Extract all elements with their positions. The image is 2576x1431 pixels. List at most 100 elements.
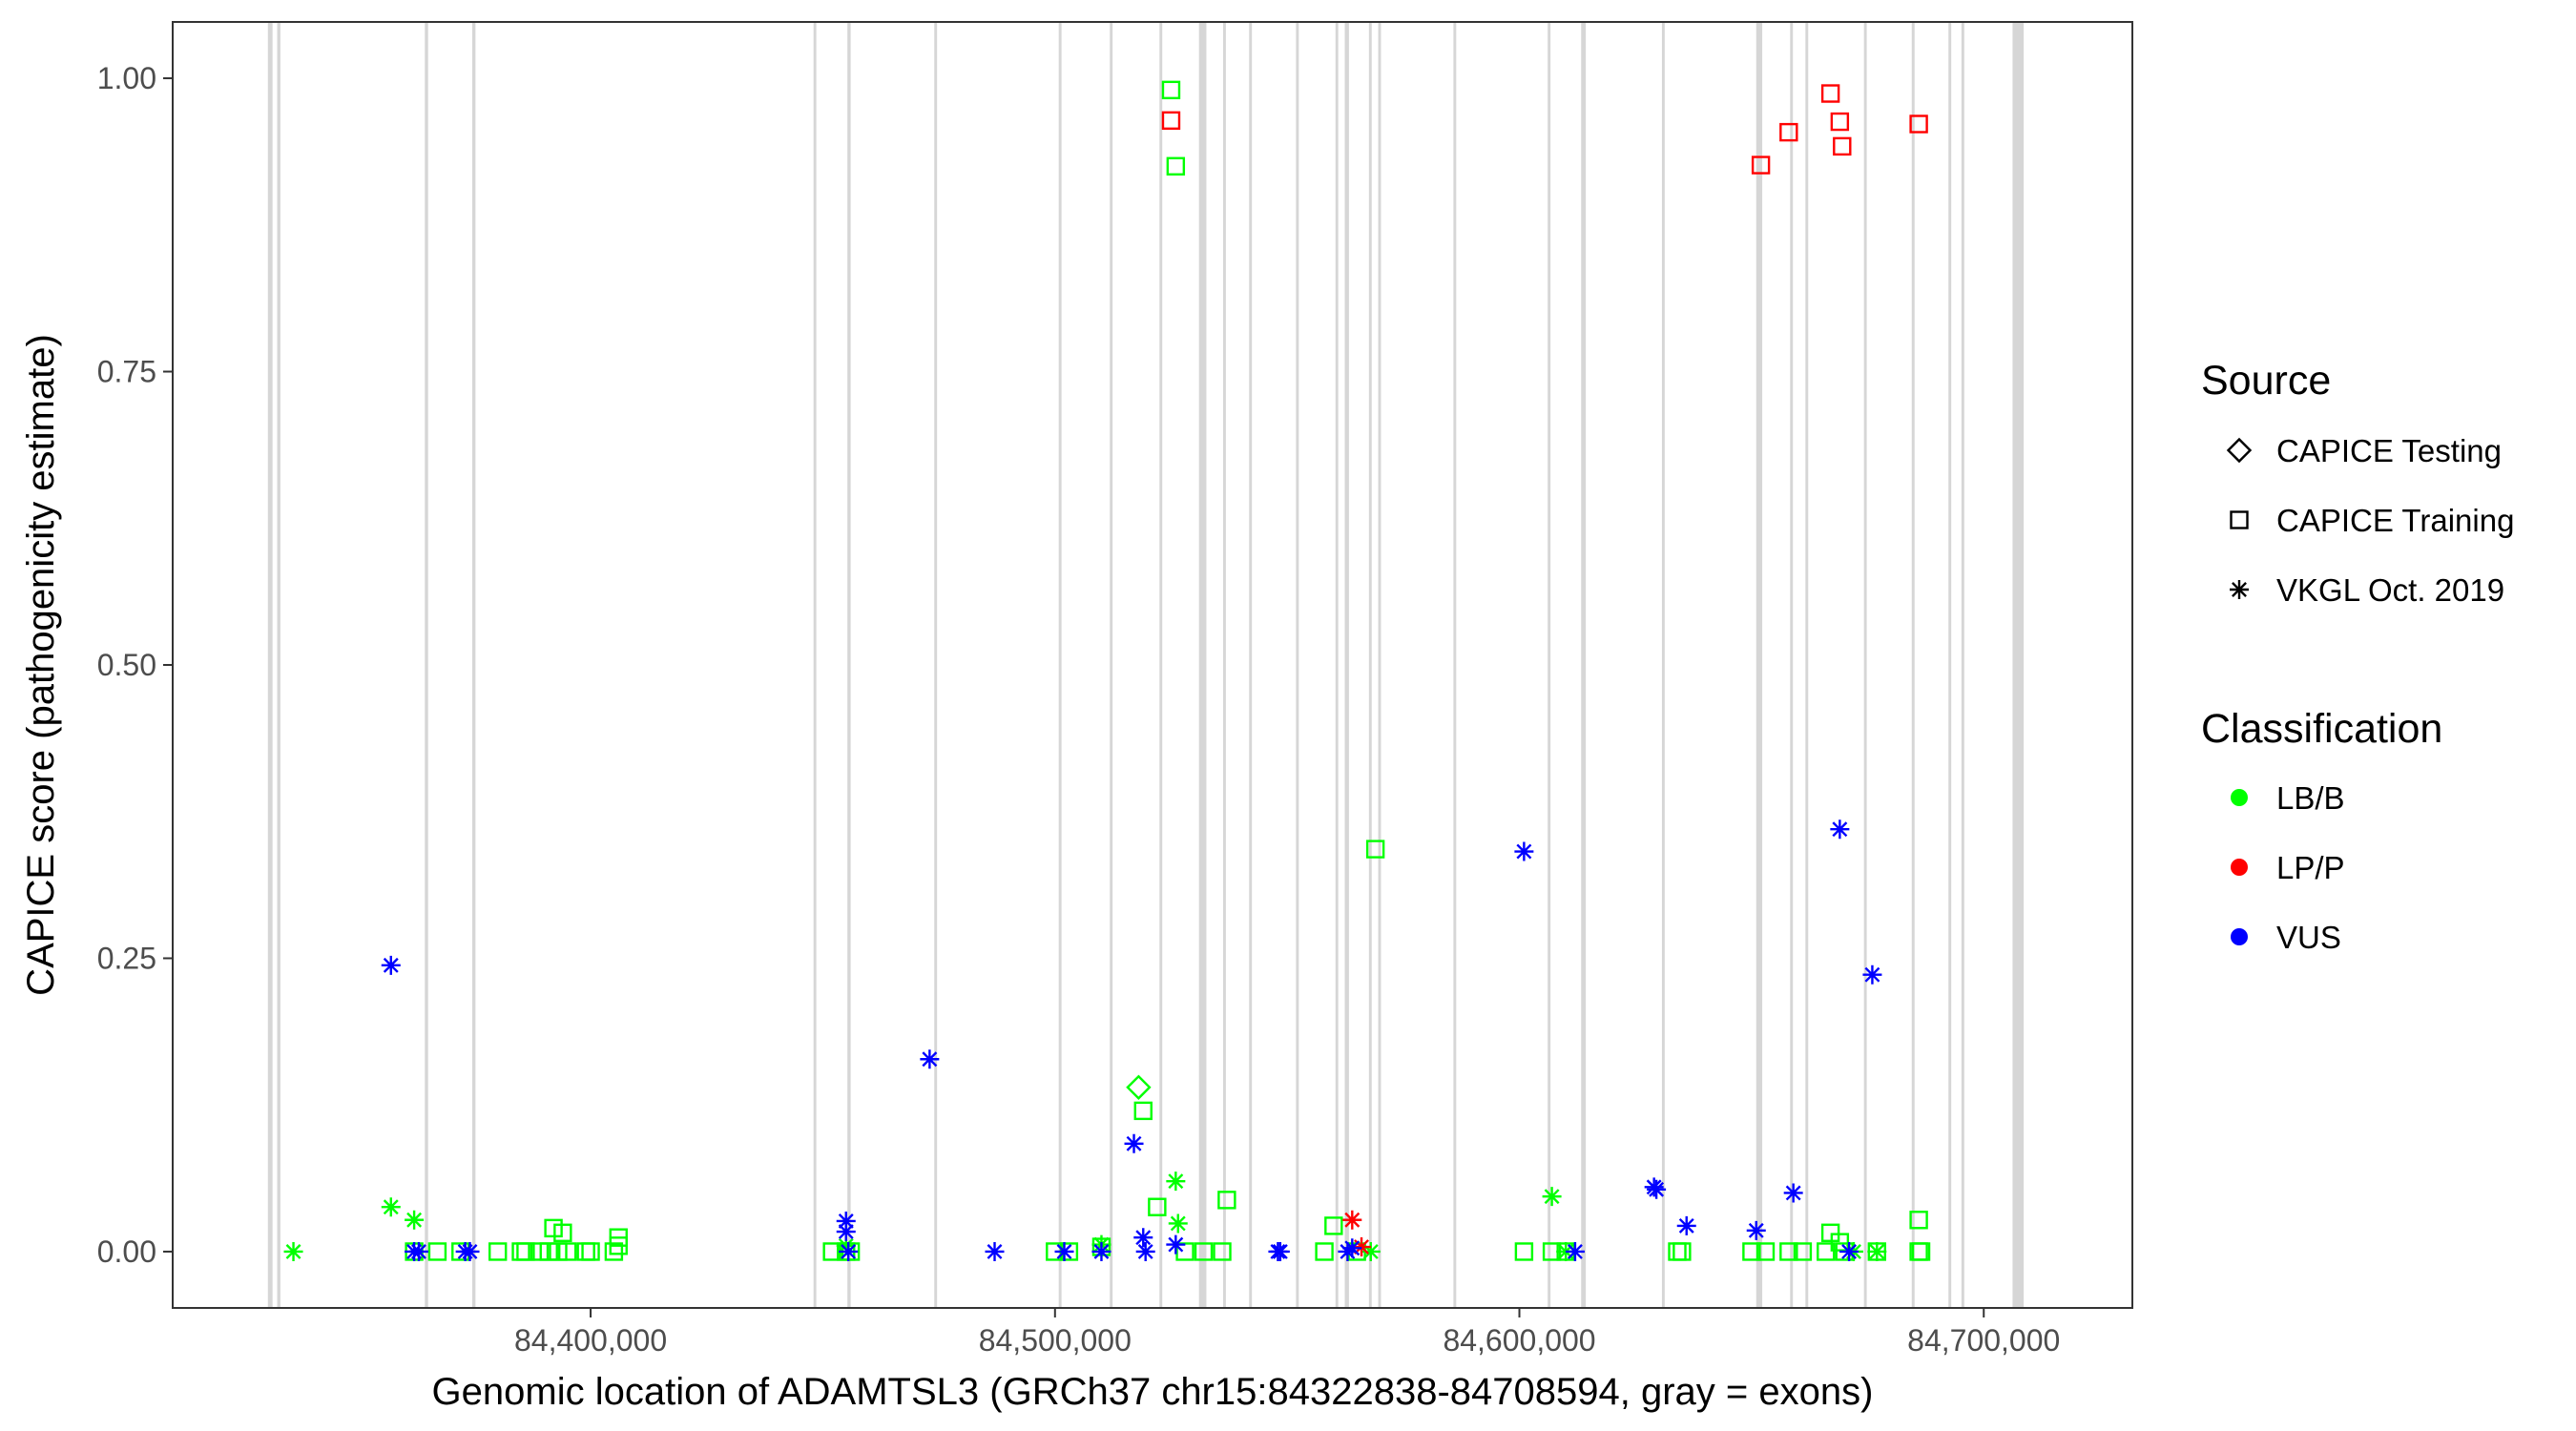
exon-band bbox=[1548, 22, 1551, 1308]
exon-band bbox=[1159, 22, 1163, 1308]
points-layer bbox=[283, 80, 1931, 1261]
x-tick-label: 84,600,000 bbox=[1443, 1323, 1595, 1358]
x-tick-label: 84,400,000 bbox=[514, 1323, 667, 1358]
exon-band bbox=[1581, 22, 1587, 1308]
exon-band bbox=[1661, 22, 1665, 1308]
data-point bbox=[1148, 1197, 1167, 1216]
exon-band bbox=[1805, 22, 1809, 1308]
data-point bbox=[604, 1242, 624, 1261]
data-point bbox=[1830, 1233, 1850, 1252]
data-point bbox=[1820, 1223, 1840, 1242]
data-point bbox=[1217, 1191, 1236, 1210]
legend-source-items: CAPICE Testing CAPICE Training VKGL Oct. 2… bbox=[2226, 433, 2514, 608]
data-point bbox=[539, 1242, 558, 1261]
data-point bbox=[1542, 1187, 1562, 1207]
data-point bbox=[1672, 1242, 1692, 1261]
data-point bbox=[1817, 1242, 1836, 1261]
data-point bbox=[1365, 840, 1385, 859]
data-point bbox=[1194, 1242, 1214, 1261]
legend-classification-label: LP/P bbox=[2276, 850, 2345, 885]
data-point bbox=[1793, 1242, 1813, 1261]
data-point bbox=[381, 1197, 401, 1217]
data-point bbox=[558, 1242, 577, 1261]
data-point bbox=[836, 1222, 856, 1242]
exon-band bbox=[1110, 22, 1113, 1308]
legend-classification-title: Classification bbox=[2201, 706, 2442, 752]
y-tick-label: 0.00 bbox=[97, 1234, 156, 1269]
exon-band bbox=[813, 22, 817, 1308]
data-point bbox=[1911, 1242, 1931, 1261]
exon-band bbox=[277, 22, 280, 1308]
x-axis: 84,400,000 84,500,000 84,600,000 84,700,000 bbox=[514, 1308, 2060, 1358]
data-point bbox=[1342, 1210, 1362, 1230]
legend-source-label: VKGL Oct. 2019 bbox=[2276, 572, 2504, 608]
data-point bbox=[1270, 1241, 1290, 1261]
x-axis-title: Genomic location of ADAMTSL3 (GRCh37 chr… bbox=[432, 1371, 1874, 1413]
exon-band bbox=[1249, 22, 1253, 1308]
data-point bbox=[1324, 1216, 1343, 1235]
data-point bbox=[1166, 156, 1186, 176]
data-point bbox=[1161, 80, 1181, 100]
data-point bbox=[1133, 1101, 1153, 1121]
data-point bbox=[1833, 136, 1852, 156]
legend: Source CAPICE Testing CAPICE Training VKGL… bbox=[2201, 358, 2514, 955]
exon-band bbox=[1948, 22, 1952, 1308]
data-point bbox=[1742, 1242, 1761, 1261]
legend-source-key bbox=[2226, 437, 2253, 464]
data-point bbox=[1839, 1241, 1859, 1261]
data-point bbox=[488, 1242, 508, 1261]
data-point bbox=[1755, 1242, 1776, 1261]
data-point bbox=[609, 1228, 628, 1247]
exon-band bbox=[1198, 22, 1207, 1308]
exon-band bbox=[847, 22, 851, 1308]
legend-source-label: CAPICE Training bbox=[2276, 503, 2514, 538]
exon-band bbox=[1344, 22, 1349, 1308]
legend-source-label: CAPICE Testing bbox=[2276, 433, 2502, 468]
data-point bbox=[549, 1242, 568, 1261]
data-point bbox=[381, 955, 401, 975]
legend-classification-key bbox=[2231, 859, 2248, 876]
data-point bbox=[1909, 1211, 1928, 1230]
data-point bbox=[1361, 1241, 1381, 1261]
legend-classification-label: LB/B bbox=[2276, 780, 2345, 816]
data-point bbox=[836, 1211, 856, 1231]
data-point bbox=[1862, 964, 1882, 985]
data-point bbox=[920, 1049, 940, 1069]
exon-band bbox=[934, 22, 938, 1308]
data-point bbox=[1135, 1241, 1155, 1261]
data-point bbox=[460, 1241, 480, 1261]
data-point bbox=[581, 1242, 600, 1261]
data-point bbox=[1647, 1179, 1667, 1199]
legend-classification-key bbox=[2231, 928, 2248, 945]
data-point bbox=[1746, 1220, 1766, 1240]
exon-band bbox=[1911, 22, 1915, 1308]
legend-classification-label: VUS bbox=[2276, 920, 2341, 955]
exon-band bbox=[1058, 22, 1062, 1308]
data-point bbox=[1133, 1228, 1153, 1248]
exon-band bbox=[1453, 22, 1457, 1308]
y-tick-label: 0.50 bbox=[97, 648, 156, 682]
data-point bbox=[836, 1235, 856, 1255]
data-point bbox=[1126, 1074, 1152, 1100]
exon-layer bbox=[267, 22, 2025, 1308]
data-point bbox=[405, 1210, 425, 1230]
data-point bbox=[1565, 1241, 1585, 1261]
exon-band bbox=[2012, 22, 2025, 1308]
data-point bbox=[283, 1241, 303, 1261]
x-tick-label: 84,700,000 bbox=[1907, 1323, 2060, 1358]
data-point bbox=[1751, 156, 1771, 175]
data-point bbox=[1342, 1238, 1362, 1258]
y-axis-title: CAPICE score (pathogenicity estimate) bbox=[20, 334, 62, 996]
data-point bbox=[839, 1241, 859, 1261]
data-point bbox=[1166, 1172, 1186, 1192]
legend-source-key bbox=[2230, 580, 2249, 599]
data-point bbox=[985, 1241, 1005, 1261]
data-point bbox=[1867, 1241, 1887, 1261]
exon-band bbox=[1368, 22, 1372, 1308]
exon-band bbox=[1961, 22, 1964, 1308]
data-point bbox=[408, 1241, 428, 1261]
data-point bbox=[1909, 114, 1928, 134]
exon-band bbox=[1222, 22, 1226, 1308]
